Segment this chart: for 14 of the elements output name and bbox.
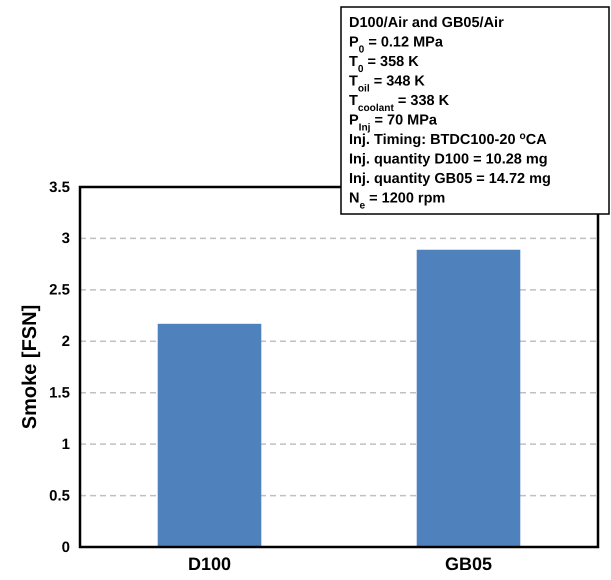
y-tick-label: 2 <box>62 333 70 350</box>
y-tick-label: 1.5 <box>49 384 70 402</box>
y-tick-label: 0 <box>62 538 70 556</box>
y-axis-title: Smoke [FSN] <box>19 304 41 430</box>
y-tick-label: 0.5 <box>49 487 70 504</box>
x-tick-label: GB05 <box>444 554 492 574</box>
y-tick-label: 3.5 <box>49 178 70 196</box>
annotation: N$_{e}$ = 1200 rpm <box>349 190 446 211</box>
y-tick-label: 1 <box>62 436 70 453</box>
text-box: D100/Air and GB05/Air P$_{0}$ = 0.12 MPa T$_{0}$ = 358 K T$_{oil}$ = 348 K T$_{coolant}$ = 338 K P$_{Inj}$ = 70 MPa Inj. Timing: BTDC100-20 $^{o}$CA Inj. quantity D100 = 10.28 mg Inj. quantity GB05 = 14.72 mg N$_{e}$ = 1200 rpm <box>340 6 610 215</box>
y-tick-label: 3 <box>62 230 70 248</box>
y-tick-label: 2.5 <box>49 282 70 299</box>
annotation: Inj. quantity GB05 = 14.72 mg <box>349 171 551 187</box>
x-tick-label: D100 <box>188 554 232 574</box>
